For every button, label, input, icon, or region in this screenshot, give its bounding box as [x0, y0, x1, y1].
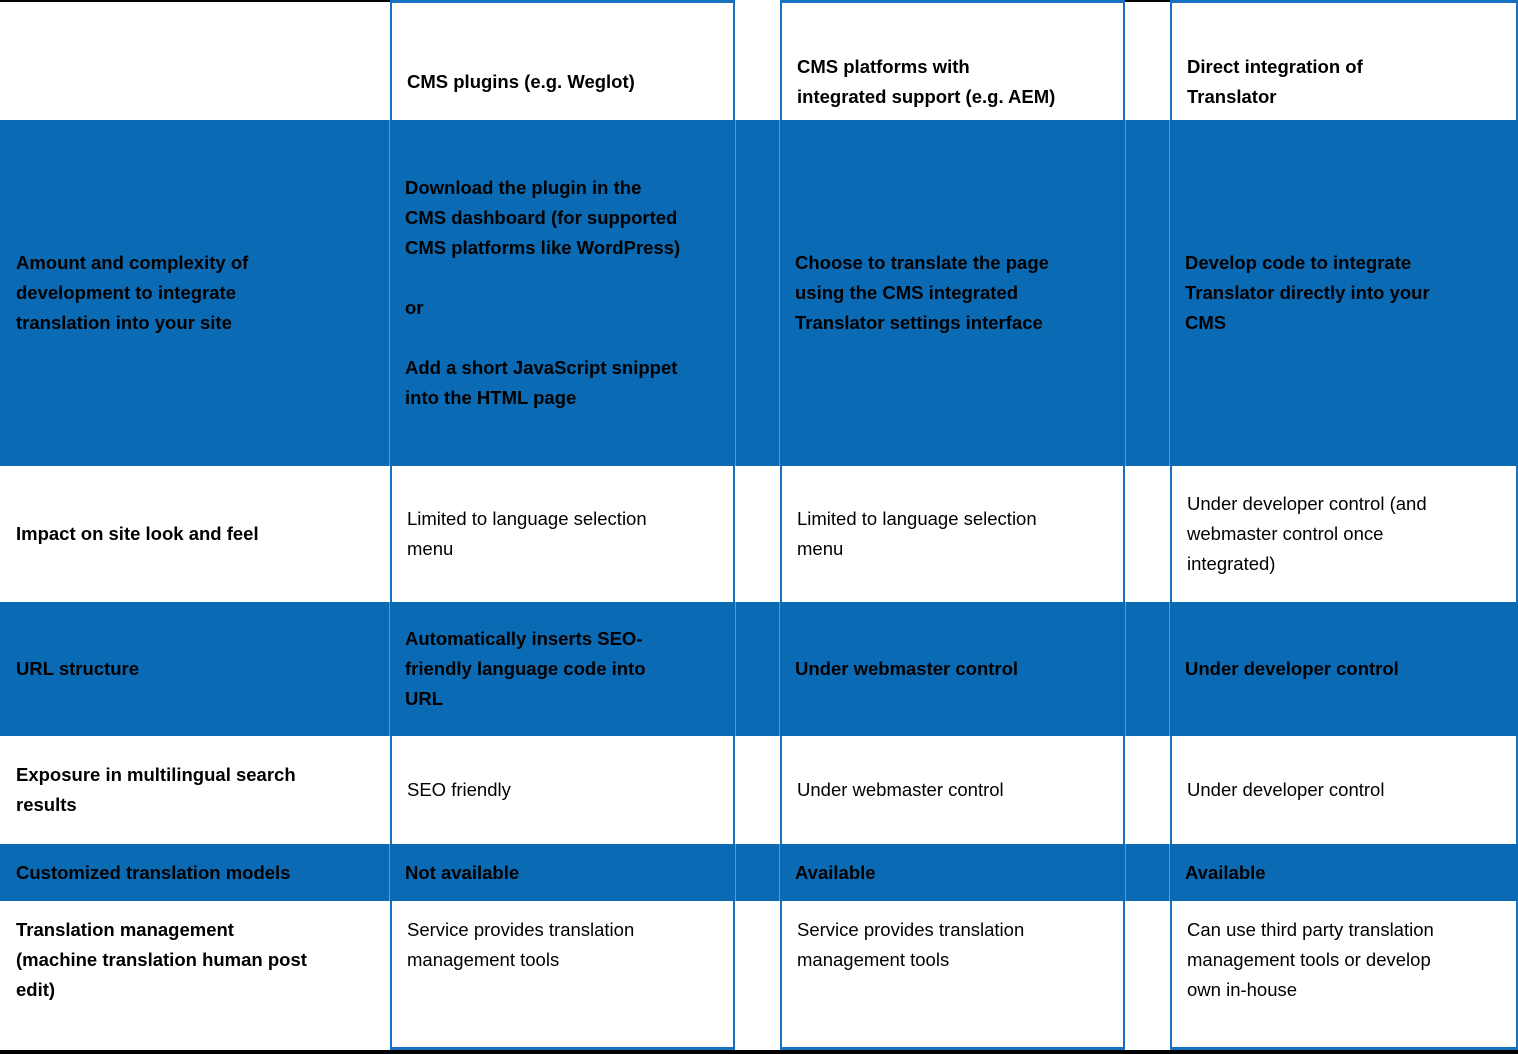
- row-label-seo-exposure: Exposure in multilingual search results: [16, 764, 296, 815]
- row6-gap-1: [735, 901, 780, 1050]
- row-label-dev-complexity: Amount and complexity of development to …: [0, 120, 390, 466]
- cell-url-structure-direct: Under developer control: [1170, 602, 1518, 736]
- header-gap-2: [1125, 0, 1170, 120]
- row5-gap-1: [735, 844, 780, 901]
- header-cell-direct-integration: Direct integration of Translator: [1170, 0, 1518, 120]
- cell-dev-complexity-platforms: Choose to translate the page using the C…: [780, 120, 1125, 466]
- cell-translation-mgmt-direct: Can use third party translation manageme…: [1170, 901, 1518, 1050]
- cell-custom-models-plugins: Not available: [390, 844, 735, 901]
- cell-dev-complexity-plugins: Download the plugin in the CMS dashboard…: [390, 120, 735, 466]
- cell-url-structure-platforms: Under webmaster control: [780, 602, 1125, 736]
- cell-seo-exposure-plugins: SEO friendly: [390, 736, 735, 844]
- header-cell-cms-platforms: CMS platforms with integrated support (e…: [780, 0, 1125, 120]
- header-cell-cms-plugins: CMS plugins (e.g. Weglot): [390, 0, 735, 120]
- row3-gap-2: [1125, 602, 1170, 736]
- cell-translation-mgmt-plugins: Service provides translation management …: [390, 901, 735, 1050]
- row4-gap-2: [1125, 736, 1170, 844]
- header-gap-1: [735, 0, 780, 120]
- cell-custom-models-direct: Available: [1170, 844, 1518, 901]
- cell-translation-mgmt-platforms: Service provides translation management …: [780, 901, 1125, 1050]
- row1-gap-1: [735, 120, 780, 466]
- row6-gap-2: [1125, 901, 1170, 1050]
- row4-gap-1: [735, 736, 780, 844]
- cell-custom-models-platforms: Available: [780, 844, 1125, 901]
- row2-gap-2: [1125, 466, 1170, 602]
- cell-seo-exposure-platforms: Under webmaster control: [780, 736, 1125, 844]
- row3-gap-1: [735, 602, 780, 736]
- row-label-url-structure: URL structure: [0, 602, 390, 736]
- cell-look-and-feel-plugins: Limited to language selection menu: [390, 466, 735, 602]
- row-label-translation-mgmt: Translation management (machine translat…: [16, 919, 307, 1000]
- row-label-custom-models: Customized translation models: [0, 844, 390, 901]
- row-label-look-and-feel: Impact on site look and feel: [16, 523, 259, 544]
- row5-gap-2: [1125, 844, 1170, 901]
- cell-look-and-feel-platforms: Limited to language selection menu: [780, 466, 1125, 602]
- cell-url-structure-plugins: Automatically inserts SEO- friendly lang…: [390, 602, 735, 736]
- row1-gap-2: [1125, 120, 1170, 466]
- cell-seo-exposure-direct: Under developer control: [1170, 736, 1518, 844]
- row2-gap-1: [735, 466, 780, 602]
- cell-look-and-feel-direct: Under developer control (and webmaster c…: [1170, 466, 1518, 602]
- cell-dev-complexity-direct: Develop code to integrate Translator dir…: [1170, 120, 1518, 466]
- header-corner-cell: [0, 0, 390, 120]
